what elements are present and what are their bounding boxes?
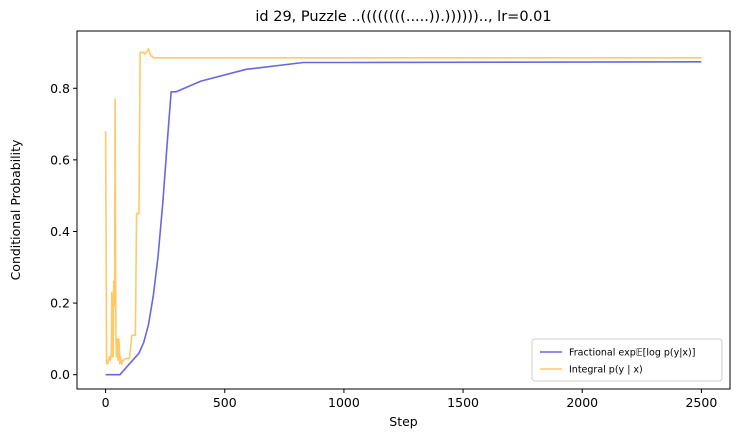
x-tick-label: 0 bbox=[102, 395, 110, 410]
legend-label-integral: Integral p(y | x) bbox=[569, 365, 643, 376]
y-axis: 0.0 0.2 0.4 0.6 0.8 bbox=[50, 81, 77, 382]
legend-label-fractional: Fractional exp𝔼[log p(y|x)] bbox=[569, 348, 695, 359]
legend-box bbox=[531, 338, 723, 382]
x-axis: 0 500 1000 1500 2000 2500 bbox=[102, 389, 717, 410]
x-tick-label: 2000 bbox=[566, 395, 598, 410]
x-tick-label: 1500 bbox=[447, 395, 479, 410]
plot-frame bbox=[76, 30, 731, 390]
y-tick-label: 0.0 bbox=[50, 367, 70, 382]
series-line-integral bbox=[104, 48, 702, 365]
y-tick-label: 0.8 bbox=[50, 81, 70, 96]
y-tick-label: 0.6 bbox=[50, 152, 70, 167]
x-tick-label: 1000 bbox=[328, 395, 360, 410]
y-tick-label: 0.2 bbox=[50, 296, 70, 311]
legend: Fractional exp𝔼[log p(y|x)] Integral p(y… bbox=[531, 338, 723, 382]
x-tick-label: 500 bbox=[213, 395, 237, 410]
x-tick-label: 2500 bbox=[685, 395, 717, 410]
y-tick-label: 0.4 bbox=[50, 224, 70, 239]
series-line-fractional bbox=[105, 60, 702, 376]
series-layer bbox=[104, 48, 702, 376]
x-axis-label: Step bbox=[389, 414, 418, 429]
chart-title: id 29, Puzzle ..((((((((.....)).))))))..… bbox=[255, 9, 551, 25]
y-axis-label: Conditional Probability bbox=[8, 139, 23, 280]
